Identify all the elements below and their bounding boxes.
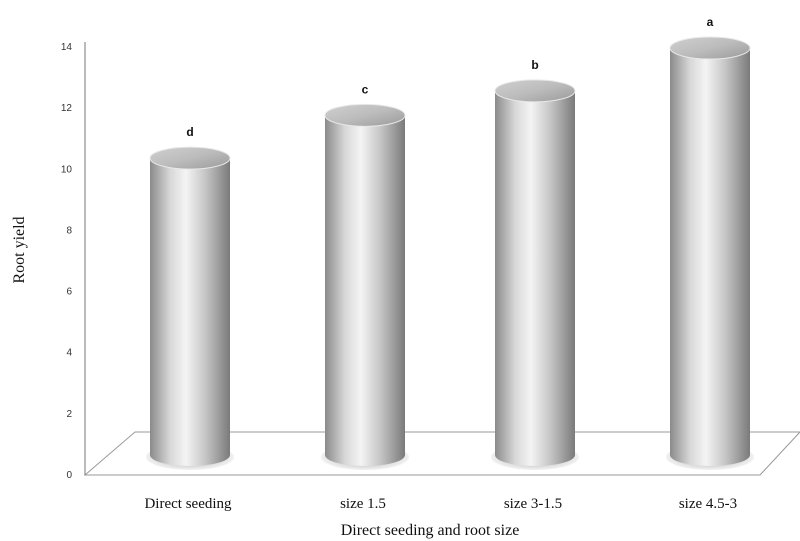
y-tick-label: 0	[66, 470, 72, 481]
bar-body	[325, 115, 405, 467]
bar-body	[150, 158, 230, 466]
bar-body	[670, 48, 750, 467]
chart-floor	[83, 431, 800, 476]
x-category-label: size 4.5-3	[679, 496, 737, 512]
bar-4: a	[666, 15, 754, 470]
bar-top	[149, 146, 231, 170]
bar-3: b	[491, 58, 579, 470]
bar-top	[494, 79, 576, 103]
x-axis-title: Direct seeding and root size	[341, 522, 520, 539]
y-tick-label: 8	[66, 225, 72, 236]
bar-1: d	[146, 125, 234, 470]
bar-body	[495, 90, 575, 466]
y-tick-label: 2	[66, 409, 72, 420]
bar-top	[324, 103, 406, 127]
significance-letter: b	[531, 58, 538, 72]
significance-letter: d	[186, 125, 193, 139]
y-tick-label: 4	[66, 348, 72, 359]
x-category-label: size 1.5	[340, 496, 386, 512]
y-tick-label: 12	[61, 103, 73, 114]
x-axis-categories: Direct seeding size 1.5 size 3-1.5 size 4.5…	[144, 496, 737, 512]
bar-2: c	[321, 82, 409, 470]
y-axis-title: Root yield	[11, 216, 28, 283]
y-tick-label: 14	[61, 42, 73, 53]
y-tick-label: 6	[66, 287, 72, 298]
bar-top	[669, 36, 751, 60]
bars-group: d c b a	[146, 15, 754, 470]
y-tick-label: 10	[61, 164, 73, 175]
y-axis-ticks: 0 2 4 6 8 10 12 14	[61, 42, 73, 481]
significance-letter: c	[362, 82, 369, 96]
significance-letter: a	[707, 15, 714, 29]
x-category-label: Direct seeding	[144, 496, 232, 512]
x-category-label: size 3-1.5	[504, 496, 562, 512]
